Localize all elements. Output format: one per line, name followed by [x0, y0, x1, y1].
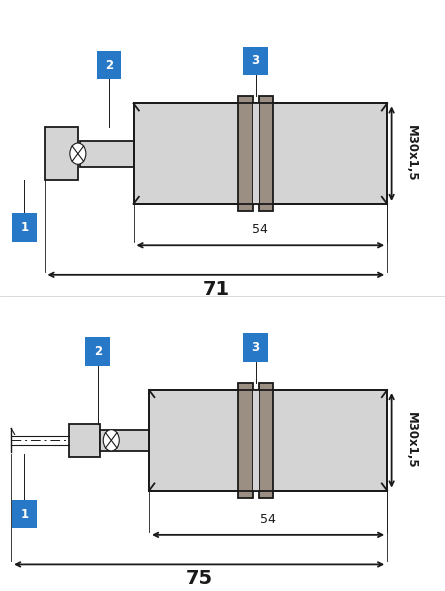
FancyBboxPatch shape [12, 213, 37, 242]
FancyBboxPatch shape [12, 500, 37, 528]
Text: M30x1,5: M30x1,5 [405, 412, 418, 469]
Text: 54: 54 [260, 513, 276, 526]
Bar [149, 390, 387, 491]
Bar [69, 424, 100, 457]
Text: 1: 1 [20, 508, 28, 521]
Text: M30x1,5: M30x1,5 [405, 125, 418, 182]
FancyBboxPatch shape [97, 51, 121, 79]
Text: 71: 71 [202, 280, 229, 298]
Text: 75: 75 [186, 569, 213, 588]
Bar [80, 141, 134, 167]
FancyBboxPatch shape [243, 47, 268, 75]
Text: 2: 2 [105, 59, 113, 72]
Bar [259, 96, 273, 211]
Text: 3: 3 [251, 54, 260, 67]
Text: 3: 3 [251, 341, 260, 354]
Bar [253, 390, 259, 491]
Bar [134, 103, 387, 204]
Bar [259, 383, 273, 498]
FancyBboxPatch shape [85, 337, 110, 366]
FancyBboxPatch shape [243, 333, 268, 362]
Bar [238, 96, 253, 211]
Text: 54: 54 [252, 223, 268, 236]
Circle shape [70, 143, 86, 164]
Bar [44, 127, 78, 180]
Text: 2: 2 [94, 345, 102, 358]
Bar [100, 430, 149, 451]
Bar [253, 103, 259, 204]
Bar [238, 383, 253, 498]
Circle shape [103, 430, 119, 451]
Text: 1: 1 [20, 221, 28, 234]
